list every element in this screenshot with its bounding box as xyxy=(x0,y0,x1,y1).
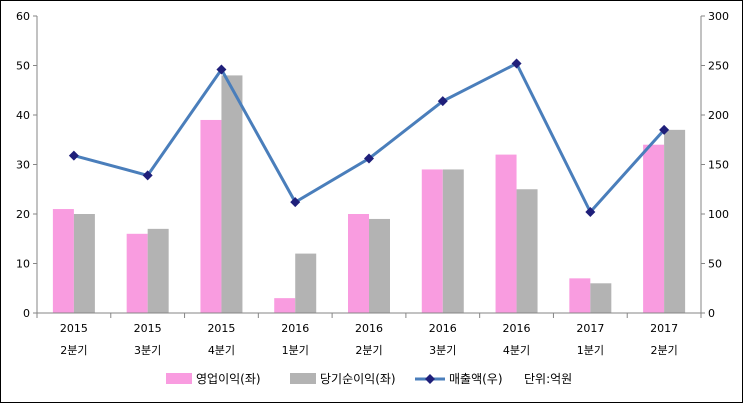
bar-net-income xyxy=(147,228,169,313)
right-tick-label: 0 xyxy=(708,307,715,320)
legend-swatch-net-income xyxy=(290,373,316,384)
x-tick-label-quarter: 2분기 xyxy=(60,344,87,357)
legend: 영업이익(좌) 당기순이익(좌) 매출액(우) 단위:억원 xyxy=(166,372,572,386)
revenue-point xyxy=(659,124,670,135)
left-tick-label: 50 xyxy=(16,60,30,73)
x-tick-label-quarter: 4분기 xyxy=(503,344,530,357)
x-tick-label-year: 2016 xyxy=(355,322,383,335)
x-tick-label-quarter: 2분기 xyxy=(650,344,677,357)
bar-net-income xyxy=(295,253,317,313)
x-tick-label-year: 2015 xyxy=(60,322,88,335)
left-tick-label: 60 xyxy=(16,10,30,23)
x-tick-label-quarter: 3분기 xyxy=(429,344,456,357)
bar-operating-profit xyxy=(274,298,296,313)
legend-label-revenue: 매출액(우) xyxy=(449,372,503,386)
left-tick-label: 10 xyxy=(16,258,30,271)
legend-swatch-operating-profit xyxy=(166,373,192,384)
x-tick-label-year: 2015 xyxy=(134,322,162,335)
bar-operating-profit xyxy=(126,233,148,313)
left-tick-label: 0 xyxy=(23,307,30,320)
bar-net-income xyxy=(442,169,464,313)
legend-marker-revenue xyxy=(425,374,435,384)
x-tick-label-quarter: 1분기 xyxy=(577,344,604,357)
bar-net-income xyxy=(73,214,95,313)
left-tick-label: 30 xyxy=(16,159,30,172)
left-tick-label: 20 xyxy=(16,208,30,221)
x-tick-label-year: 2016 xyxy=(429,322,457,335)
legend-label-net-income: 당기순이익(좌) xyxy=(320,372,396,386)
revenue-point xyxy=(585,207,596,218)
bar-operating-profit xyxy=(569,278,591,313)
x-tick-label-year: 2016 xyxy=(503,322,531,335)
bar-operating-profit xyxy=(421,169,443,313)
revenue-point xyxy=(364,153,374,164)
right-tick-label: 100 xyxy=(708,208,729,221)
x-tick-label-year: 2017 xyxy=(650,322,678,335)
revenue-point xyxy=(290,197,301,208)
right-tick-label: 200 xyxy=(708,109,729,122)
bar-operating-profit xyxy=(52,209,74,313)
bar-operating-profit xyxy=(643,144,665,313)
unit-note: 단위:억원 xyxy=(524,372,572,386)
revenue-point xyxy=(511,58,522,69)
bar-net-income xyxy=(590,283,612,313)
right-tick-label: 150 xyxy=(708,159,729,172)
bar-net-income xyxy=(664,129,686,313)
x-tick-label-quarter: 3분기 xyxy=(134,344,161,357)
bar-operating-profit xyxy=(495,154,517,313)
left-tick-label: 40 xyxy=(16,109,30,122)
revenue-point xyxy=(216,64,227,75)
revenue-point xyxy=(68,150,79,161)
axes: 0 10 20 30 40 50 60 0 50 100 150 200 250 300 2015 2분기 20… xyxy=(16,10,729,357)
right-tick-label: 250 xyxy=(708,60,729,73)
revenue-line xyxy=(68,58,670,218)
bar-net-income xyxy=(221,75,243,314)
revenue-point xyxy=(142,170,153,181)
x-tick-label-year: 2015 xyxy=(207,322,235,335)
bars xyxy=(52,75,686,314)
legend-label-operating-profit: 영업이익(좌) xyxy=(196,372,261,386)
x-tick-label-quarter: 2분기 xyxy=(355,344,382,357)
x-tick-label-quarter: 1분기 xyxy=(282,344,309,357)
bar-net-income xyxy=(516,189,538,313)
bar-net-income xyxy=(369,218,390,313)
x-tick-label-year: 2017 xyxy=(576,322,604,335)
right-tick-label: 300 xyxy=(708,10,729,23)
bar-operating-profit xyxy=(348,214,369,313)
revenue-point xyxy=(437,96,448,107)
bar-operating-profit xyxy=(200,119,222,313)
x-tick-label-quarter: 4분기 xyxy=(208,344,235,357)
revenue-line-path xyxy=(73,61,666,215)
x-tick-label-year: 2016 xyxy=(281,322,309,335)
right-tick-label: 50 xyxy=(708,258,722,271)
